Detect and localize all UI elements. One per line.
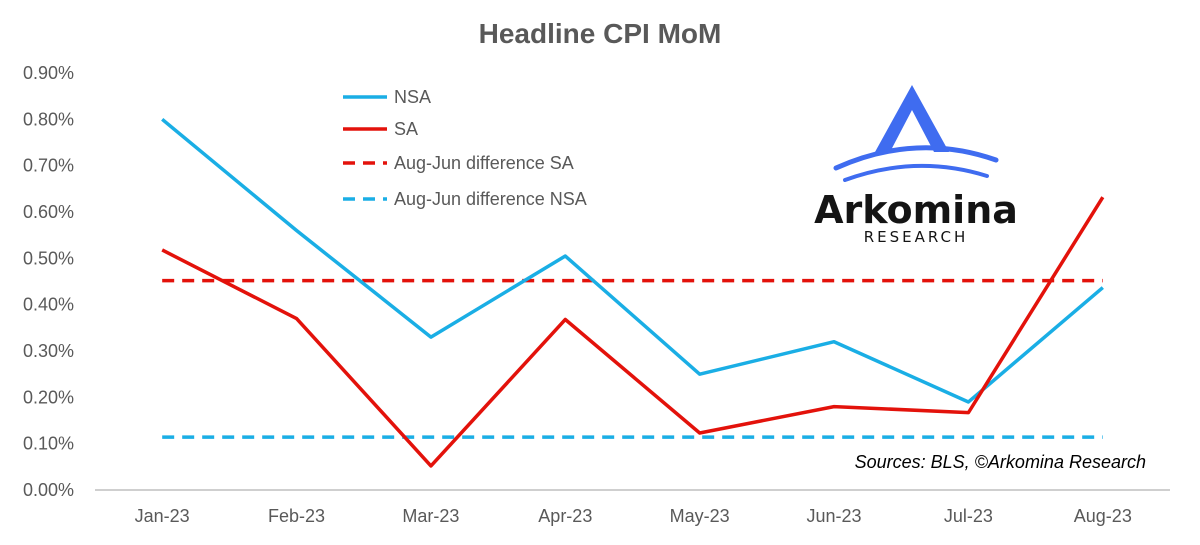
x-axis-ticks: Jan-23 Feb-23 Mar-23 Apr-23 May-23 Jun-23 Jul-… xyxy=(135,506,1132,526)
legend-label: Aug-Jun difference SA xyxy=(394,153,574,173)
source-annotation: Sources: BLS, ©Arkomina Research xyxy=(855,452,1146,472)
logo-subtitle: RESEARCH xyxy=(864,228,969,246)
y-tick-label: 0.60% xyxy=(23,202,74,222)
series-line-sa xyxy=(161,196,1105,468)
y-tick-label: 0.20% xyxy=(23,387,74,407)
series-line-nsa xyxy=(161,117,1104,404)
series-lines xyxy=(161,117,1105,468)
x-tick-label: Jul-23 xyxy=(944,506,993,526)
y-tick-label: 0.80% xyxy=(23,109,74,129)
x-tick-label: Jun-23 xyxy=(807,506,862,526)
logo-wordmark: Arkomina xyxy=(814,188,1018,232)
logo-arc-outer xyxy=(833,145,999,171)
x-tick-label: Mar-23 xyxy=(402,506,459,526)
x-tick-label: Apr-23 xyxy=(538,506,592,526)
chart-title: Headline CPI MoM xyxy=(479,18,722,49)
x-tick-label: Aug-23 xyxy=(1074,506,1132,526)
y-tick-label: 0.30% xyxy=(23,341,74,361)
y-axis-ticks: 0.00% 0.10% 0.20% 0.30% 0.40% 0.50% 0.60% 0.70%… xyxy=(23,63,74,500)
legend: NSA SA Aug-Jun difference SA Aug-Jun differ… xyxy=(343,87,587,209)
x-tick-label: Jan-23 xyxy=(135,506,190,526)
logo-arc-inner xyxy=(843,163,989,182)
y-tick-label: 0.00% xyxy=(23,480,74,500)
legend-label: SA xyxy=(394,119,418,139)
y-tick-label: 0.50% xyxy=(23,248,74,268)
y-tick-label: 0.70% xyxy=(23,156,74,176)
y-tick-label: 0.40% xyxy=(23,295,74,315)
y-tick-label: 0.10% xyxy=(23,434,74,454)
arkomina-logo: Arkomina RESEARCH xyxy=(814,85,1018,246)
logo-mountain-shape xyxy=(875,85,949,152)
y-tick-label: 0.90% xyxy=(23,63,74,83)
x-tick-label: Feb-23 xyxy=(268,506,325,526)
legend-label: NSA xyxy=(394,87,431,107)
x-tick-label: May-23 xyxy=(670,506,730,526)
legend-label: Aug-Jun difference NSA xyxy=(394,189,587,209)
